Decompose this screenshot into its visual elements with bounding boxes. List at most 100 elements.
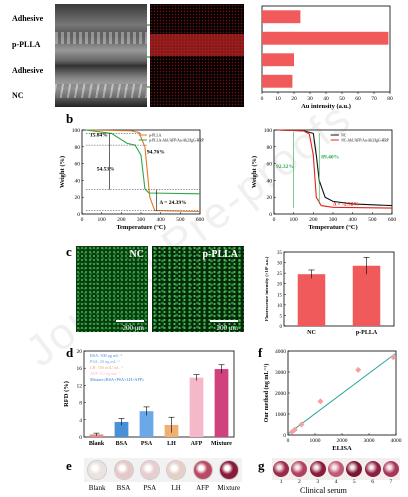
y-axis-title: Weight (%) (59, 156, 66, 188)
y-tick-label: 60 (267, 162, 273, 168)
well-mixture (219, 461, 238, 479)
y-axis-title: Fluorescence intensity (×10³ a.u.) (264, 256, 269, 321)
serum-well-6 (364, 461, 381, 477)
bar-1 (352, 265, 381, 326)
y-tick-label: 0 (269, 212, 272, 218)
serum-well-number: 1 (279, 479, 283, 485)
serum-well-2 (291, 461, 308, 477)
y-tick-label: 3000 (275, 370, 286, 376)
x-tick-label: 600 (196, 217, 205, 223)
x-tick-label: 100 (98, 217, 107, 223)
well-label: BSA (116, 484, 131, 492)
data-point-3 (317, 398, 324, 405)
y-tick-label: 15 (277, 293, 283, 298)
y-tick-label: 16 (77, 366, 83, 372)
sem-cross-section-image (55, 4, 155, 107)
x-axis-title: ELISA (332, 445, 352, 452)
panel-e-label: e (66, 458, 72, 473)
x-tick-label: 1000 (310, 438, 321, 444)
side-label-nc: NC (12, 91, 24, 100)
y-tick-label: 25 (277, 272, 283, 277)
fluorescence-intensity-chart: 0 5 10 15 20 25 30 35 Fluorescence intensity (×1… (264, 251, 395, 336)
au-intensity-chart: 0 10 20 30 40 50 60 70 80 Au intensity (a.u.) (261, 5, 393, 110)
legend-label-2: LH: 500 mIU mL⁻¹ (90, 365, 124, 370)
x-tick-label: 0 (81, 217, 84, 223)
data-point-5 (390, 354, 397, 361)
well-plate-photo-g (272, 458, 400, 480)
x-axis-title: Temperature (°C) (116, 224, 165, 231)
bar-0 (297, 274, 326, 326)
y-tick-label: 80 (75, 145, 81, 151)
x-tick-label: 70 (371, 96, 377, 102)
legend-label-0: p-PLLA (149, 134, 161, 138)
selectivity-chart: 0 4 8 12 16 20 RFD (%) Blank BSA PSA LH AFP Mixture B… (63, 349, 235, 447)
x-tick-label: 80 (387, 96, 393, 102)
serum-well-number: 7 (389, 479, 393, 485)
serum-well-number: 2 (298, 479, 301, 485)
y-tick-label: 2000 (275, 391, 286, 397)
fluorescence-image-nc: NC 200 μm (76, 246, 148, 332)
annotation-0: 15.84% (90, 133, 108, 139)
well-label: LH (171, 484, 181, 492)
scale-bar-pplla (210, 320, 238, 322)
bar-2 (262, 53, 294, 67)
x-tick-label: 300 (137, 217, 146, 223)
x-tick-label: 2000 (337, 438, 348, 444)
legend-label-0: NC (341, 134, 347, 138)
y-tick-label: 20 (277, 283, 283, 288)
well-bsa (114, 461, 133, 479)
y-tick-label: 30 (277, 262, 283, 267)
bar-3 (262, 74, 293, 88)
bar-0 (262, 10, 301, 24)
bar-2 (139, 411, 154, 437)
x-tick-label: PSA (141, 441, 153, 447)
y-axis-title: RFD (%) (63, 381, 70, 407)
bar-5 (214, 369, 229, 437)
well-blank (88, 461, 107, 479)
y-tick-label: 40 (267, 178, 273, 184)
legend-label-3: AFP: 0.5 ng mL⁻¹ (90, 371, 121, 376)
plot-frame (83, 350, 235, 438)
bar-1 (262, 31, 389, 45)
panel-f-label: f (258, 345, 263, 360)
legend-label-4: Mixture (BSA+PSA+LH+AFP) (90, 377, 144, 382)
au-eds-map-image (150, 4, 244, 107)
annotation-0: 92.32% (276, 164, 294, 170)
y-tick-label: 0 (283, 433, 286, 439)
annotation-2: 54.53% (97, 166, 115, 172)
fit-line (287, 352, 397, 435)
y-tick-label: 10 (277, 304, 283, 309)
x-tick-label: 50 (339, 96, 345, 102)
x-tick-label: 10 (275, 96, 281, 102)
plot-frame (283, 251, 395, 327)
data-point-4 (355, 366, 362, 373)
serum-well-number: 3 (316, 479, 320, 485)
x-tick-label: 4000 (391, 438, 402, 444)
panel-d-label: d (66, 345, 74, 360)
x-tick-label: 200 (117, 217, 126, 223)
scale-bar-label-pplla: 200 μm (216, 324, 238, 332)
x-tick-label: Blank (89, 441, 105, 447)
bar-1 (114, 421, 129, 437)
serum-well-3 (309, 461, 326, 477)
well-psa (140, 461, 159, 479)
panel-c-label: c (66, 244, 72, 259)
serum-well-number: 6 (371, 479, 374, 485)
y-axis-title: Weight (%) (251, 156, 258, 188)
side-label-pplla: p-PLLA (12, 40, 41, 49)
serum-well-1 (273, 461, 290, 477)
well-label: Mixture (217, 484, 241, 492)
y-tick-label: 0 (280, 325, 283, 330)
x-tick-label: 0 (273, 217, 276, 223)
x-tick-label: 0 (261, 96, 264, 102)
scale-bar-nc (116, 320, 144, 322)
x-axis-title: Temperature (°C) (308, 224, 357, 231)
annotation-3: Δ = 24.39% (160, 200, 187, 206)
x-tick-label: 3000 (364, 438, 375, 444)
fluorescence-label-nc: NC (129, 249, 144, 260)
series-line-1 (277, 129, 393, 209)
well-labels-e: Blank BSA PSA LH AFP Mixture (84, 484, 242, 495)
y-tick-label: 0 (77, 212, 80, 218)
serum-well-number: 4 (334, 479, 338, 485)
y-tick-label: 8 (79, 401, 82, 407)
